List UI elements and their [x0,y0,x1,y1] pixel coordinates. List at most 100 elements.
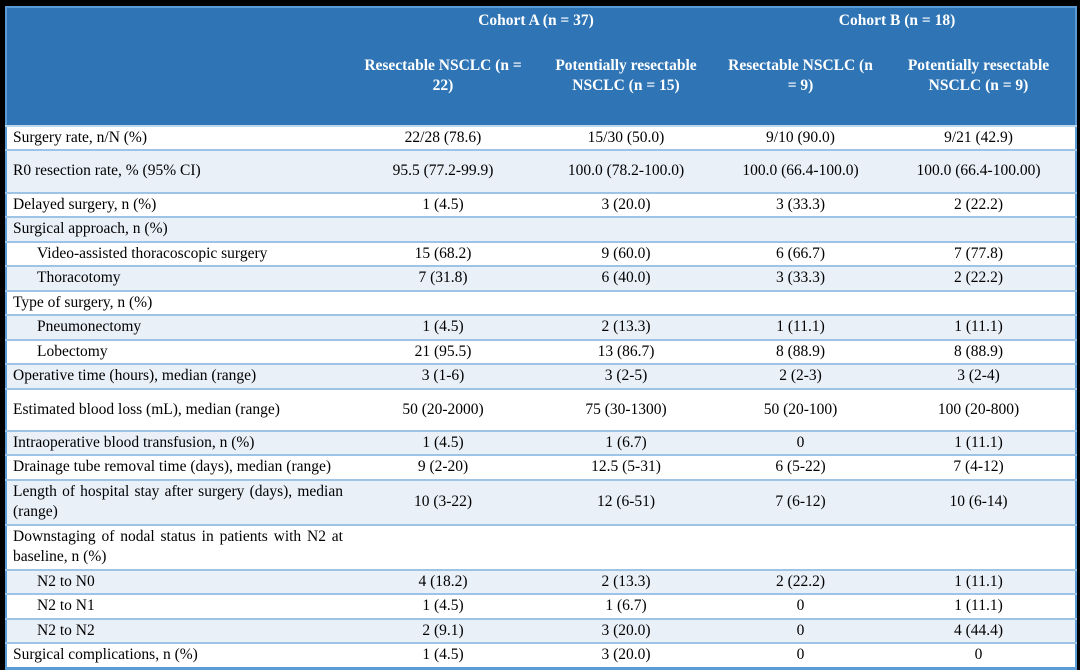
cell-value: 3 (33.3) [719,193,882,217]
cell-value [353,525,533,570]
cell-value: 0 [719,594,882,618]
cell-value: 2 (9.1) [353,619,533,643]
header-spacer [6,36,353,126]
cell-value: 1 (4.5) [353,431,533,455]
cell-value: 3 (2-4) [882,364,1076,388]
table-row: Downstaging of nodal status in patients … [6,525,1076,570]
cohort-group-row: Cohort A (n = 37) Cohort B (n = 18) [6,7,1076,36]
row-label: N2 to N1 [6,594,353,618]
cell-value: 100.0 (66.4-100.00) [882,150,1076,192]
row-label: Length of hospital stay after surgery (d… [6,480,353,525]
cell-value: 0 [882,643,1076,668]
cell-value: 7 (4-12) [882,455,1076,479]
cell-value: 9 (60.0) [533,242,719,266]
row-label: Operative time (hours), median (range) [6,364,353,388]
cell-value: 12.5 (5-31) [533,455,719,479]
cell-value: 4 (44.4) [882,619,1076,643]
cell-value: 22/28 (78.6) [353,126,533,150]
cell-value: 2 (22.2) [882,193,1076,217]
cell-value: 3 (20.0) [533,619,719,643]
column-header-resectable-b: Resectable NSCLC (n = 9) [719,36,882,126]
row-label: Pneumonectomy [6,315,353,339]
cell-value: 2 (13.3) [533,315,719,339]
cell-value: 10 (3-22) [353,480,533,525]
cell-value: 12 (6-51) [533,480,719,525]
cell-value: 3 (20.0) [533,193,719,217]
table-row: R0 resection rate, % (95% CI)95.5 (77.2-… [6,150,1076,192]
cell-value: 0 [719,619,882,643]
cohort-a-header: Cohort A (n = 37) [353,7,719,36]
cell-value: 3 (33.3) [719,266,882,290]
cell-value: 3 (1-6) [353,364,533,388]
cell-value: 100 (20-800) [882,389,1076,431]
table-row: Surgical approach, n (%) [6,217,1076,241]
cell-value: 1 (11.1) [882,594,1076,618]
table-row: Estimated blood loss (mL), median (range… [6,389,1076,431]
cell-value: 9 (2-20) [353,455,533,479]
cell-value [882,525,1076,570]
column-header-resectable-a: Resectable NSCLC (n = 22) [353,36,533,126]
cell-value: 4 (18.2) [353,570,533,594]
row-label: Delayed surgery, n (%) [6,193,353,217]
cell-value: 1 (4.5) [353,594,533,618]
table-row: Intraoperative blood transfusion, n (%)1… [6,431,1076,455]
cell-value: 3 (20.0) [533,643,719,668]
column-header-potentially-a: Potentially resectable NSCLC (n = 15) [533,36,719,126]
page-frame: Cohort A (n = 37) Cohort B (n = 18) Rese… [0,0,1080,649]
row-label: R0 resection rate, % (95% CI) [6,150,353,192]
row-label: Video-assisted thoracoscopic surgery [6,242,353,266]
row-label: N2 to N0 [6,570,353,594]
cell-value: 6 (66.7) [719,242,882,266]
cell-value [353,217,533,241]
row-label: Downstaging of nodal status in patients … [6,525,353,570]
cell-value: 1 (4.5) [353,315,533,339]
cell-value: 9/21 (42.9) [882,126,1076,150]
cell-value [719,291,882,315]
cell-value: 100.0 (78.2-100.0) [533,150,719,192]
cell-value: 2 (2-3) [719,364,882,388]
row-label: Surgical approach, n (%) [6,217,353,241]
cell-value: 8 (88.9) [882,340,1076,364]
surgery-outcomes-table: Cohort A (n = 37) Cohort B (n = 18) Rese… [5,6,1077,670]
cell-value: 7 (6-12) [719,480,882,525]
cell-value: 1 (4.5) [353,193,533,217]
cell-value [533,217,719,241]
cell-value [353,291,533,315]
cell-value: 1 (11.1) [882,570,1076,594]
row-label: Drainage tube removal time (days), media… [6,455,353,479]
cohort-b-header: Cohort B (n = 18) [719,7,1076,36]
cell-value: 2 (22.2) [882,266,1076,290]
cell-value [719,525,882,570]
cell-value: 10 (6-14) [882,480,1076,525]
cell-value: 9/10 (90.0) [719,126,882,150]
cell-value [533,525,719,570]
cell-value: 0 [719,643,882,668]
cell-value: 21 (95.5) [353,340,533,364]
row-label: Intraoperative blood transfusion, n (%) [6,431,353,455]
cell-value: 6 (40.0) [533,266,719,290]
table-row: Type of surgery, n (%) [6,291,1076,315]
row-label: Surgical complications, n (%) [6,643,353,668]
table-row: Surgical complications, n (%)1 (4.5)3 (2… [6,643,1076,668]
row-label: Lobectomy [6,340,353,364]
cell-value [719,217,882,241]
header-spacer [6,7,353,36]
table-body: Surgery rate, n/N (%)22/28 (78.6)15/30 (… [6,126,1076,668]
cell-value: 95.5 (77.2-99.9) [353,150,533,192]
cell-value: 1 (11.1) [882,315,1076,339]
cell-value [882,217,1076,241]
row-label: Surgery rate, n/N (%) [6,126,353,150]
cell-value: 100.0 (66.4-100.0) [719,150,882,192]
cell-value: 50 (20-2000) [353,389,533,431]
cell-value: 3 (2-5) [533,364,719,388]
cell-value: 1 (11.1) [882,431,1076,455]
table-row: Surgery rate, n/N (%)22/28 (78.6)15/30 (… [6,126,1076,150]
cell-value [882,291,1076,315]
table-row: Operative time (hours), median (range)3 … [6,364,1076,388]
